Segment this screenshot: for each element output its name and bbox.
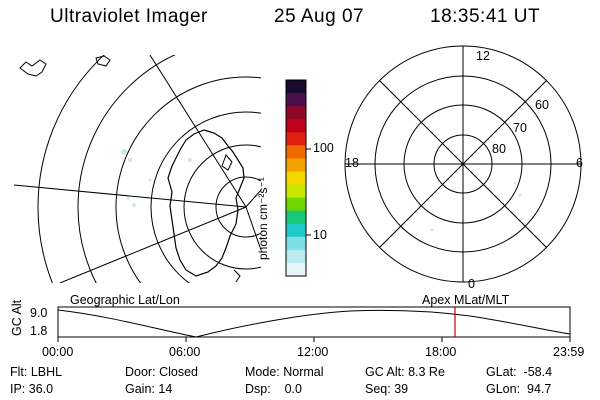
colorbar-segment — [286, 106, 306, 120]
altitude-curve — [57, 309, 571, 338]
mlt-label-0: 0 — [468, 277, 475, 291]
coastline — [19, 59, 47, 77]
colorbar-segment — [286, 132, 306, 146]
colorbar-segment — [286, 93, 306, 107]
colorbar-segment — [286, 145, 306, 159]
meridian — [149, 55, 247, 208]
meridian — [245, 206, 261, 251]
time-label: 18:35:41 UT — [430, 6, 541, 27]
colorbar-segment — [286, 249, 306, 264]
date-label: 25 Aug 07 — [274, 6, 365, 27]
lat-circle — [215, 176, 261, 238]
mlt-label-18: 18 — [345, 156, 359, 170]
status-gc-alt: GC Alt: 8.3 Re — [365, 365, 445, 379]
altitude-ytick-9: 9.0 — [30, 306, 48, 320]
lat-circle — [150, 111, 261, 283]
lat-circle — [183, 144, 261, 270]
status-glat: GLat: -58.4 — [486, 365, 553, 379]
mlat-label-70: 70 — [513, 121, 527, 135]
colorbar-segment — [286, 210, 306, 225]
lat-circle — [37, 55, 105, 283]
geographic-map-label: Geographic Lat/Lon — [70, 293, 180, 307]
status-ip: IP: 36.0 — [10, 382, 54, 396]
colorbar-segment — [286, 184, 306, 199]
coastline — [233, 269, 241, 283]
altitude-ylabel: GC Alt — [10, 299, 24, 336]
status-flt: Flt: LBHL — [10, 365, 63, 379]
coastline — [95, 55, 111, 67]
status-door: Door: Closed — [125, 365, 198, 379]
x-tick-0600: 06:00 — [169, 345, 201, 359]
altitude-ytick-1-8: 1.8 — [30, 324, 48, 338]
colorbar-segment — [286, 223, 306, 238]
x-tick-0000: 00:00 — [42, 345, 74, 359]
colorbar-segment — [286, 80, 306, 94]
coastline — [221, 154, 233, 171]
colorbar-segment — [286, 197, 306, 212]
x-tick-1800: 18:00 — [425, 345, 457, 359]
colorbar-tick-100: 100 — [313, 141, 334, 155]
mlt-label-12: 12 — [476, 49, 490, 63]
colorbar-segment — [286, 119, 306, 133]
status-seq: Seq: 39 — [365, 382, 409, 396]
meridian — [245, 189, 261, 208]
status-gain: Gain: 14 — [125, 382, 173, 396]
altitude-plot-frame — [57, 306, 571, 338]
colorbar-frame — [285, 79, 307, 277]
colorbar-segment — [286, 171, 306, 186]
colorbar-tick-10: 10 — [313, 228, 327, 242]
colorbar-segment — [286, 262, 306, 277]
lat-circle — [77, 55, 176, 283]
status-glon: GLon: 94.7 — [486, 382, 552, 396]
coastline — [167, 129, 245, 277]
colorbar-segment — [286, 158, 306, 172]
status-dsp: Dsp: 0.0 — [245, 382, 302, 396]
x-tick-2359: 23:59 — [553, 345, 585, 359]
meridian — [59, 206, 247, 283]
x-tick-1200: 12:00 — [297, 345, 329, 359]
instrument-title: Ultraviolet Imager — [50, 6, 208, 27]
mlat-label-80: 80 — [492, 142, 506, 156]
status-mode: Mode: Normal — [245, 365, 324, 379]
mlat-label-60: 60 — [535, 98, 549, 112]
apex-map-label: Apex MLat/MLT — [422, 293, 510, 307]
colorbar-segment — [286, 236, 306, 251]
lat-circle — [115, 76, 261, 283]
mlt-line-diagonal — [379, 80, 547, 248]
mlt-label-6: 6 — [576, 156, 583, 170]
meridian — [14, 184, 247, 208]
